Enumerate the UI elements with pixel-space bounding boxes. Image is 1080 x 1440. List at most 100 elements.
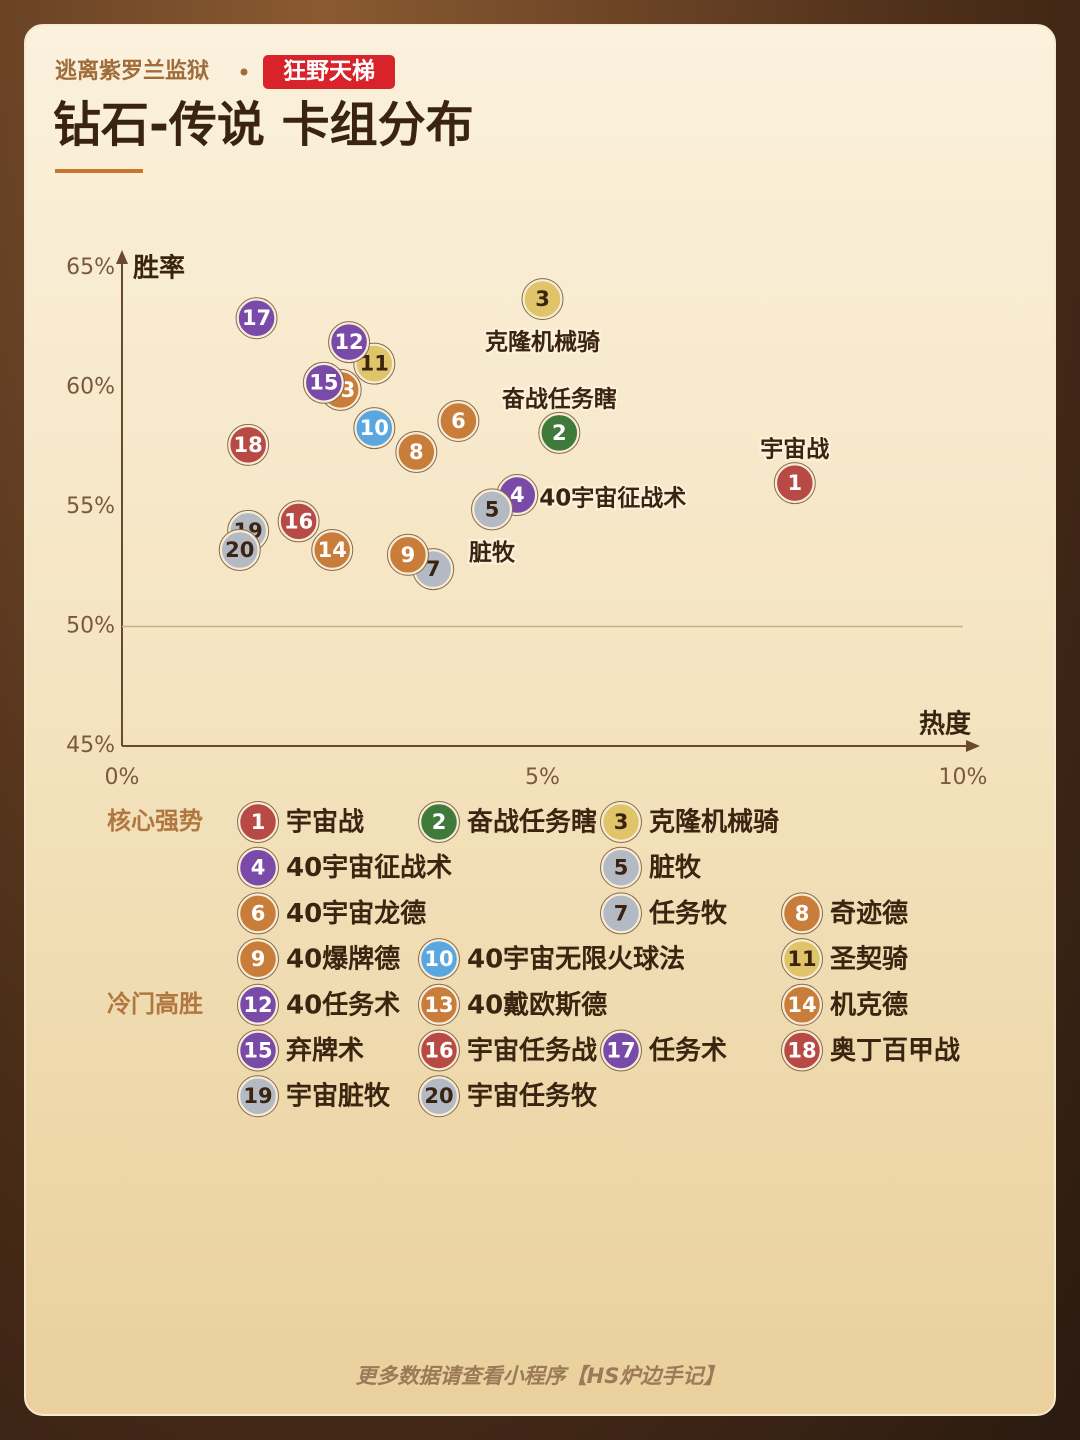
legend-name: 40任务术 [286, 990, 400, 1020]
point-number: 16 [424, 1039, 453, 1063]
point-marker [278, 501, 319, 542]
y-axis-arrow [116, 250, 128, 264]
x-tick-label: 5% [525, 765, 560, 790]
point-number: 3 [535, 287, 550, 311]
legend-name: 40爆牌德 [286, 944, 400, 975]
point-number: 17 [242, 306, 271, 330]
point-ring [538, 411, 581, 454]
point-ring [418, 1075, 460, 1118]
point-ring [781, 892, 823, 935]
point-number: 9 [251, 947, 266, 971]
point-annotation: 克隆机械骑 [485, 329, 600, 356]
card [24, 24, 1056, 1416]
x-axis-title: 热度 [919, 709, 971, 740]
legend-name: 弃牌术 [286, 1035, 364, 1066]
point-marker [522, 278, 563, 320]
point-marker [418, 1030, 460, 1071]
footer: 更多数据请查看小程序【HS炉边手记】 [356, 1364, 725, 1388]
point-marker [303, 362, 345, 403]
y-axis-title: 胜率 [133, 253, 185, 284]
point-number: 15 [243, 1039, 272, 1063]
point-ring [781, 938, 823, 981]
point-marker [781, 938, 823, 980]
point-ring [395, 431, 438, 474]
point-marker [354, 407, 395, 449]
separator-dot [240, 68, 248, 76]
point-number: 6 [451, 409, 466, 433]
point-annotation: 40宇宙征战术 [539, 485, 686, 512]
legend-group-label: 冷门高胜 [107, 990, 203, 1018]
legend-name: 任务牧 [648, 899, 728, 929]
title-underline [55, 169, 143, 173]
point-number: 17 [606, 1039, 635, 1063]
point-number: 19 [243, 1084, 272, 1108]
point-number: 18 [787, 1039, 816, 1063]
legend-name: 机克德 [830, 990, 908, 1020]
point-marker [438, 400, 479, 442]
tag-badge [263, 55, 395, 89]
legend-name: 宇宙战 [286, 807, 364, 838]
point-ring [237, 846, 279, 889]
point-ring [418, 938, 460, 981]
point-ring [237, 892, 279, 935]
y-tick-label: 50% [66, 614, 115, 639]
x-axis-arrow [966, 740, 980, 752]
point-number: 7 [614, 901, 629, 925]
point-ring [237, 801, 279, 843]
point-number: 8 [409, 440, 424, 464]
point-number: 10 [424, 947, 453, 971]
point-marker [328, 321, 370, 363]
legend-name: 40宇宙无限火球法 [467, 944, 685, 975]
point-annotation: 宇宙战 [760, 436, 829, 463]
point-ring [781, 983, 823, 1026]
point-ring [353, 342, 396, 385]
point-marker [781, 984, 823, 1026]
legend-group-label: 核心强势 [107, 807, 203, 835]
legend-name: 40戴欧斯德 [467, 989, 607, 1020]
point-marker [774, 462, 816, 504]
point-marker [237, 938, 279, 980]
point-marker [396, 431, 437, 473]
point-ring [418, 1029, 460, 1072]
legend-name: 圣契骑 [830, 945, 908, 975]
point-number: 9 [401, 543, 416, 567]
point-marker [418, 984, 460, 1026]
point-number: 11 [787, 947, 816, 971]
point-marker [781, 1030, 823, 1071]
point-number: 3 [614, 810, 629, 834]
point-number: 2 [432, 810, 447, 834]
legend-name: 奥丁百甲战 [830, 1035, 960, 1066]
legend-name: 40宇宙龙德 [286, 898, 426, 929]
y-tick-label: 65% [66, 255, 115, 280]
point-marker [539, 412, 580, 454]
point-number: 4 [251, 856, 266, 880]
point-ring [471, 488, 514, 531]
legend-name: 宇宙任务战 [467, 1035, 597, 1066]
point-ring [386, 533, 429, 576]
point-marker [600, 847, 642, 888]
point-marker [237, 801, 279, 843]
point-marker [418, 801, 460, 843]
point-marker [418, 938, 460, 980]
point-number: 5 [485, 497, 500, 521]
legend-name: 克隆机械骑 [649, 808, 779, 838]
point-number: 5 [614, 856, 629, 880]
point-number: 18 [234, 433, 263, 457]
point-number: 10 [360, 416, 389, 440]
point-ring [237, 1029, 279, 1072]
point-number: 8 [795, 901, 810, 925]
legend-name: 宇宙任务牧 [467, 1081, 598, 1112]
point-number: 14 [318, 538, 347, 562]
point-ring [227, 423, 270, 466]
point-marker [471, 489, 513, 530]
point-annotation: 奋战任务瞎 [501, 385, 617, 412]
point-number: 16 [284, 509, 313, 533]
point-ring [277, 500, 320, 543]
legend-name: 宇宙脏牧 [286, 1081, 391, 1112]
point-ring [237, 938, 279, 981]
point-ring [600, 1029, 642, 1072]
point-ring [781, 1029, 823, 1072]
subtitle: 逃离紫罗兰监狱 [55, 58, 209, 84]
point-ring [521, 278, 564, 321]
point-marker [418, 1075, 460, 1117]
